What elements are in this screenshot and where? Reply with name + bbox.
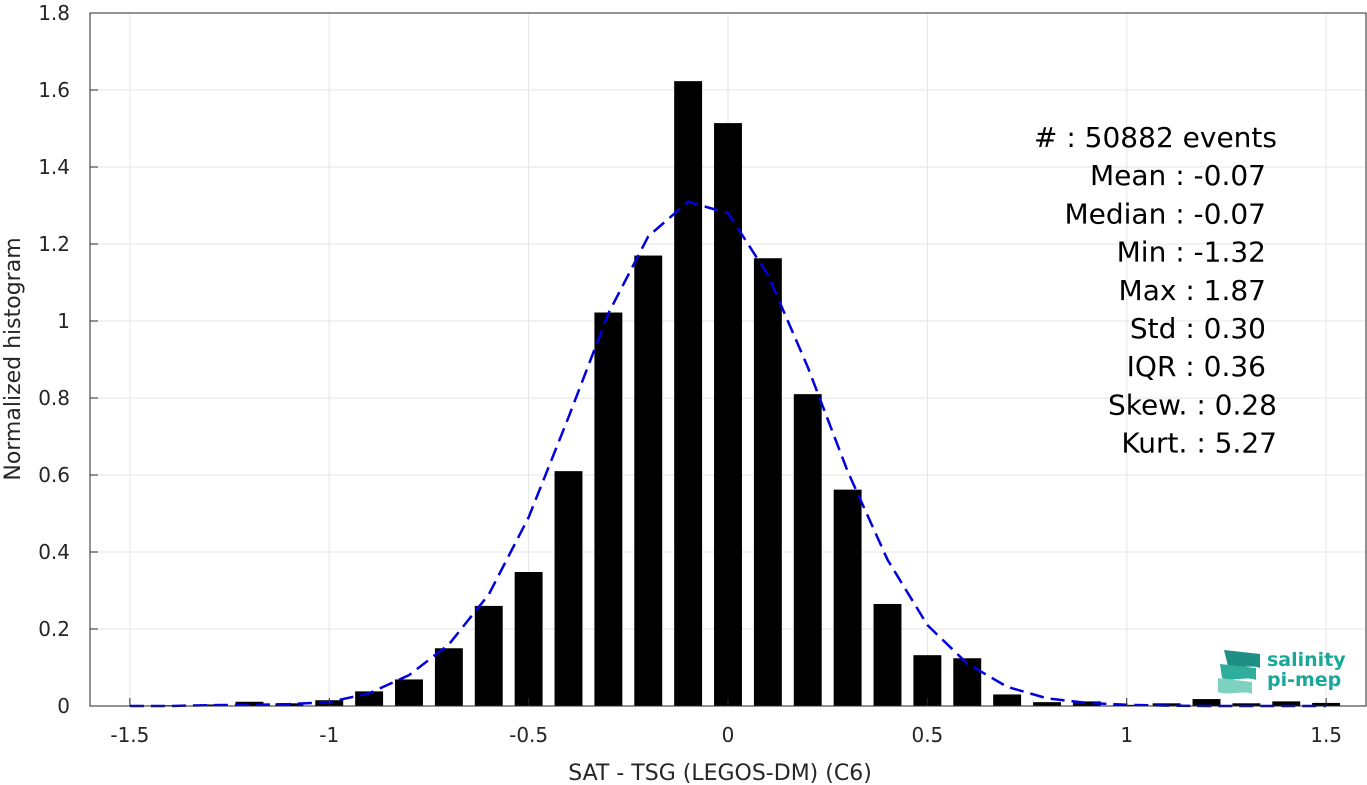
y-axis-label: Normalized histogram [1,237,26,480]
y-tick-label: 1 [57,309,70,333]
histogram-bar [873,603,902,706]
histogram-bar [953,658,982,706]
x-tick-label: -1.5 [110,723,149,747]
stats-line: Kurt. : 5.27 [1121,427,1277,460]
y-tick-label: 1.8 [38,1,70,25]
histogram-bar [474,605,503,706]
x-tick-label: -1 [319,723,339,747]
histogram-bar [634,255,663,707]
x-tick-label: 1 [1120,723,1133,747]
stats-line: Mean : -0.07 [1090,159,1266,192]
histogram-bar [1232,703,1261,706]
statistics-box: # : 50882 events Mean : -0.07 Median : -0.… [1034,121,1277,460]
stats-line: Skew. : 0.28 [1108,388,1277,421]
histogram-bar [594,312,623,706]
histogram-bar [1192,699,1221,706]
logo-line2: pi-mep [1267,669,1342,691]
histogram-bar [833,489,862,706]
y-tick-label: 1.4 [38,155,70,179]
y-tick-label: 0.8 [38,386,70,410]
histogram-bar [1033,702,1061,706]
x-tick-label: -0.5 [509,723,548,747]
logo-line1: salinity [1267,649,1346,671]
salinity-pi-mep-logo: salinity pi-mep [1216,646,1346,696]
histogram-bar [195,704,224,706]
y-tick-label: 0.2 [38,617,70,641]
y-tick-label: 0 [57,694,70,718]
histogram-bar [714,123,742,707]
histogram-bar [674,81,703,706]
y-tick-label: 0.6 [38,463,70,487]
histogram-bars [155,81,1341,707]
histogram-bar [1272,701,1301,706]
plot-axes [89,12,1367,707]
stats-line: Min : -1.32 [1117,236,1266,269]
stats-line: IQR : 0.36 [1127,350,1266,383]
x-tick-label: 1.5 [1310,723,1342,747]
x-tick-label: 0.5 [911,723,943,747]
stats-line: Std : 0.30 [1130,312,1266,345]
histogram-bar [395,679,423,706]
histogram-bar [235,701,264,706]
histogram-bar [993,694,1022,706]
y-tick-label: 0.4 [38,540,70,564]
y-tick-labels: 0 0.2 0.4 0.6 0.8 1 1.2 1.4 1.6 1.8 [38,1,70,718]
x-axis-label: SAT - TSG (LEGOS-DM) (C6) [568,761,872,785]
histogram-bar [554,471,583,706]
histogram-bar [913,655,942,706]
logo-wave-icon [1218,650,1260,694]
stats-line: # : 50882 events [1034,121,1277,154]
histogram-bar [753,258,782,706]
stats-line: Max : 1.87 [1119,274,1266,307]
x-tick-label: 0 [722,723,735,747]
histogram-bar [514,572,543,706]
histogram-bar [434,648,463,706]
histogram-bar [793,394,822,706]
y-tick-label: 1.6 [38,78,70,102]
y-tick-label: 1.2 [38,232,70,256]
histogram-bar [1072,701,1101,706]
x-tick-labels: -1.5 -1 -0.5 0 0.5 1 1.5 [110,723,1342,747]
stats-line: Median : -0.07 [1064,197,1266,230]
